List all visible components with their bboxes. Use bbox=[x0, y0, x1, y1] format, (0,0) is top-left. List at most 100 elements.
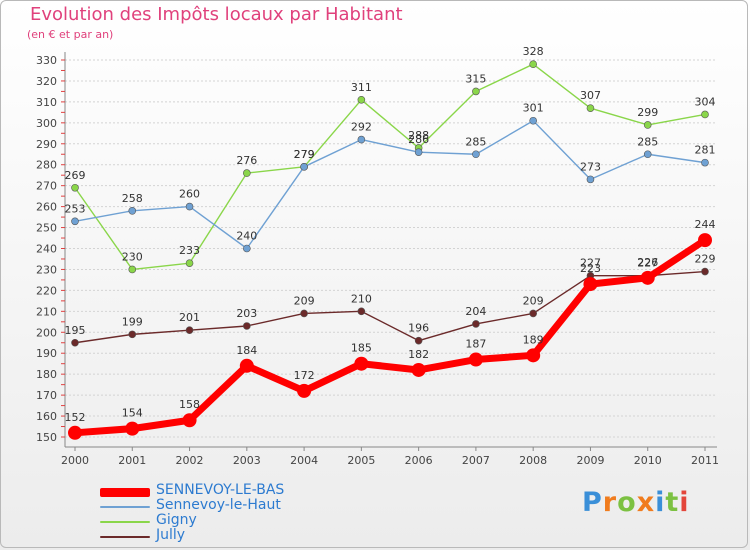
data-point-gigny bbox=[357, 95, 366, 104]
data-label-sennevoy-le-haut: 286 bbox=[408, 133, 429, 146]
data-point-jully bbox=[529, 309, 537, 318]
data-label-jully: 204 bbox=[465, 305, 486, 318]
y-tick-label: 180 bbox=[36, 368, 57, 381]
y-tick-label: 160 bbox=[36, 410, 57, 423]
x-tick-label: 2005 bbox=[347, 454, 375, 467]
data-point-sennevoy-le-haut bbox=[414, 148, 423, 156]
data-label-jully: 199 bbox=[122, 315, 143, 328]
x-tick-label: 2008 bbox=[519, 454, 547, 467]
data-point-sennevoy-le-bas bbox=[68, 425, 82, 440]
data-label-gigny: 315 bbox=[465, 72, 486, 85]
x-tick-label: 2009 bbox=[576, 454, 604, 467]
legend-swatch-jully bbox=[100, 536, 150, 538]
data-label-sennevoy-le-bas: 189 bbox=[523, 333, 544, 346]
data-label-sennevoy-le-haut: 301 bbox=[523, 102, 544, 115]
data-point-sennevoy-le-bas bbox=[468, 352, 483, 367]
data-point-gigny bbox=[128, 265, 137, 274]
y-tick-label: 280 bbox=[36, 159, 57, 172]
data-point-sennevoy-le-haut bbox=[243, 244, 251, 253]
data-label-jully: 195 bbox=[65, 324, 86, 337]
y-tick-label: 290 bbox=[36, 138, 57, 151]
data-label-gigny: 276 bbox=[236, 154, 257, 167]
y-tick-label: 330 bbox=[36, 54, 57, 67]
data-label-sennevoy-le-haut: 253 bbox=[65, 202, 86, 215]
data-label-sennevoy-le-bas: 187 bbox=[465, 338, 486, 351]
data-point-sennevoy-le-bas bbox=[583, 277, 598, 292]
data-point-jully bbox=[243, 322, 251, 330]
x-tick-label: 2010 bbox=[634, 454, 662, 467]
data-label-gigny: 304 bbox=[695, 95, 716, 108]
data-point-gigny bbox=[701, 110, 709, 119]
data-point-jully bbox=[71, 338, 79, 347]
series-line-gigny bbox=[74, 63, 706, 271]
data-label-sennevoy-le-bas: 172 bbox=[294, 369, 315, 382]
data-point-jully bbox=[414, 336, 423, 345]
x-tick-label: 2006 bbox=[405, 454, 433, 467]
y-tick-label: 270 bbox=[36, 180, 57, 193]
y-tick-label: 210 bbox=[36, 305, 57, 318]
data-label-jully: 210 bbox=[351, 292, 372, 305]
data-point-gigny bbox=[643, 121, 652, 129]
data-point-gigny bbox=[71, 183, 79, 192]
series-line-sennevoy-le-haut bbox=[74, 120, 706, 250]
y-tick-label: 240 bbox=[36, 243, 57, 256]
chart-subtitle: (en € et par an) bbox=[27, 28, 114, 41]
data-label-jully: 227 bbox=[637, 257, 658, 270]
legend-label-jully: Jully bbox=[156, 527, 186, 543]
data-label-jully: 229 bbox=[695, 253, 716, 266]
data-label-sennevoy-le-haut: 260 bbox=[179, 188, 200, 201]
x-tick-label: 2003 bbox=[233, 454, 261, 467]
data-point-sennevoy-le-haut bbox=[357, 135, 366, 144]
data-label-sennevoy-le-bas: 154 bbox=[122, 407, 143, 420]
y-tick-label: 220 bbox=[36, 284, 57, 297]
data-label-jully: 209 bbox=[523, 294, 544, 307]
data-label-gigny: 311 bbox=[351, 81, 372, 94]
data-label-jully: 201 bbox=[179, 311, 200, 324]
data-point-sennevoy-le-bas bbox=[411, 362, 426, 377]
data-point-sennevoy-le-bas bbox=[354, 356, 369, 371]
line-chart: 150 160 170 180 190 200 210 220 230 240 250 260 270 2… bbox=[36, 45, 719, 467]
data-label-sennevoy-le-haut: 240 bbox=[236, 230, 257, 243]
data-point-sennevoy-le-bas bbox=[239, 358, 254, 373]
logo-letter: x bbox=[636, 487, 656, 518]
data-label-sennevoy-le-bas: 244 bbox=[695, 218, 716, 231]
data-point-sennevoy-le-haut bbox=[300, 163, 308, 171]
x-tick-label: 2002 bbox=[176, 454, 204, 467]
data-label-jully: 196 bbox=[408, 322, 429, 335]
chart-title: Evolution des Impôts locaux par Habitant bbox=[30, 4, 403, 25]
data-point-jully bbox=[128, 330, 137, 339]
data-point-sennevoy-le-bas bbox=[125, 421, 140, 436]
data-label-jully: 209 bbox=[294, 294, 315, 307]
legend-label-gigny: Gigny bbox=[156, 512, 197, 528]
data-point-sennevoy-le-haut bbox=[185, 202, 194, 211]
y-tick-label: 260 bbox=[36, 201, 57, 214]
data-label-jully: 203 bbox=[236, 307, 257, 320]
data-point-sennevoy-le-bas bbox=[698, 233, 712, 248]
data-point-jully bbox=[472, 320, 480, 328]
data-label-gigny: 269 bbox=[65, 169, 86, 182]
data-point-sennevoy-le-haut bbox=[472, 150, 480, 159]
data-label-sennevoy-le-bas: 185 bbox=[351, 342, 372, 355]
y-tick-label: 320 bbox=[36, 75, 57, 88]
data-label-sennevoy-le-haut: 292 bbox=[351, 121, 372, 134]
data-point-gigny bbox=[243, 169, 251, 177]
data-point-sennevoy-le-bas bbox=[297, 383, 312, 398]
data-point-sennevoy-le-haut bbox=[586, 175, 595, 184]
data-label-gigny: 279 bbox=[294, 148, 315, 161]
data-point-jully bbox=[185, 326, 194, 334]
y-tick-label: 300 bbox=[36, 117, 57, 130]
data-point-gigny bbox=[586, 104, 595, 112]
data-point-jully bbox=[300, 309, 308, 318]
data-point-gigny bbox=[185, 259, 194, 267]
legend-label-sennevoy-le-haut: Sennevoy-le-Haut bbox=[156, 497, 281, 513]
y-tick-label: 250 bbox=[36, 222, 57, 235]
data-label-sennevoy-le-bas: 226 bbox=[637, 256, 658, 269]
x-tick-label: 2001 bbox=[118, 454, 146, 467]
data-label-sennevoy-le-haut: 285 bbox=[637, 135, 658, 148]
data-point-sennevoy-le-bas bbox=[640, 270, 655, 285]
x-tick-label: 2004 bbox=[290, 454, 318, 467]
x-tick-label: 2007 bbox=[462, 454, 490, 467]
legend-swatch-sennevoy-le-bas bbox=[100, 488, 150, 497]
data-point-sennevoy-le-haut bbox=[128, 207, 137, 215]
